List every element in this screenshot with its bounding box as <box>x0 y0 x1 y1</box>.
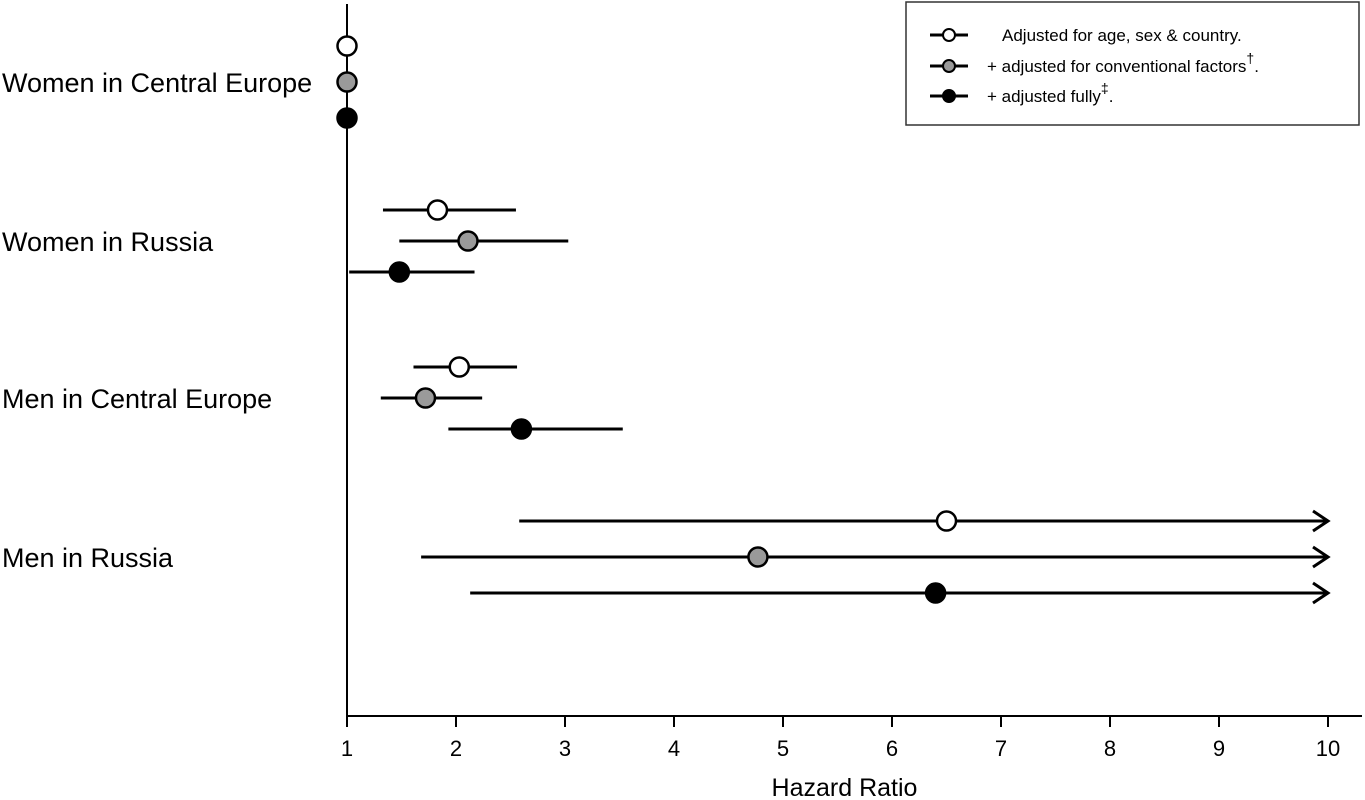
category-labels: Women in Central Europe Women in Russia Me… <box>2 68 312 573</box>
category-label: Men in Russia <box>2 543 174 573</box>
x-tick-label: 6 <box>886 736 898 761</box>
point-estimate <box>510 418 533 440</box>
point-estimate <box>448 356 471 378</box>
point-estimate <box>747 546 769 568</box>
point-estimate <box>426 199 449 221</box>
legend-marker <box>942 89 956 103</box>
point-estimate <box>457 230 479 252</box>
point-estimates <box>336 35 958 604</box>
x-tick-label: 4 <box>668 736 680 761</box>
category-label: Women in Central Europe <box>2 68 312 98</box>
legend: Adjusted for age, sex & country. + adjust… <box>905 1 1360 126</box>
x-tick-label: 7 <box>995 736 1007 761</box>
x-tick-label: 5 <box>777 736 789 761</box>
point-estimate <box>336 107 358 129</box>
legend-marker <box>942 59 956 73</box>
x-tick-label: 9 <box>1213 736 1225 761</box>
legend-label: Adjusted for age, sex & country. <box>1002 26 1242 45</box>
x-axis-title: Hazard Ratio <box>772 774 918 800</box>
x-tick-label: 10 <box>1316 736 1340 761</box>
axes: 1 2 3 4 5 6 7 8 9 10 Hazard Ratio <box>341 4 1362 800</box>
point-estimate <box>388 261 411 283</box>
point-estimate <box>336 71 358 93</box>
point-estimate <box>924 582 947 604</box>
x-tick-label: 3 <box>559 736 571 761</box>
x-tick-label: 8 <box>1104 736 1116 761</box>
ci-arrow-head <box>1312 581 1331 605</box>
point-estimate <box>414 387 437 409</box>
confidence-intervals <box>349 208 1331 605</box>
ci-arrow-head <box>1312 509 1331 533</box>
legend-label: + adjusted fully‡. <box>987 80 1113 106</box>
point-estimate <box>935 510 958 532</box>
point-estimate <box>336 35 358 57</box>
x-tick-label: 2 <box>450 736 462 761</box>
x-tick-label: 1 <box>341 736 353 761</box>
legend-marker <box>942 28 956 42</box>
ci-arrow-head <box>1312 545 1331 569</box>
legend-label: + adjusted for conventional factors†. <box>987 50 1259 76</box>
category-label: Women in Russia <box>2 227 214 257</box>
legend-box <box>905 1 1360 126</box>
category-label: Men in Central Europe <box>2 384 272 414</box>
